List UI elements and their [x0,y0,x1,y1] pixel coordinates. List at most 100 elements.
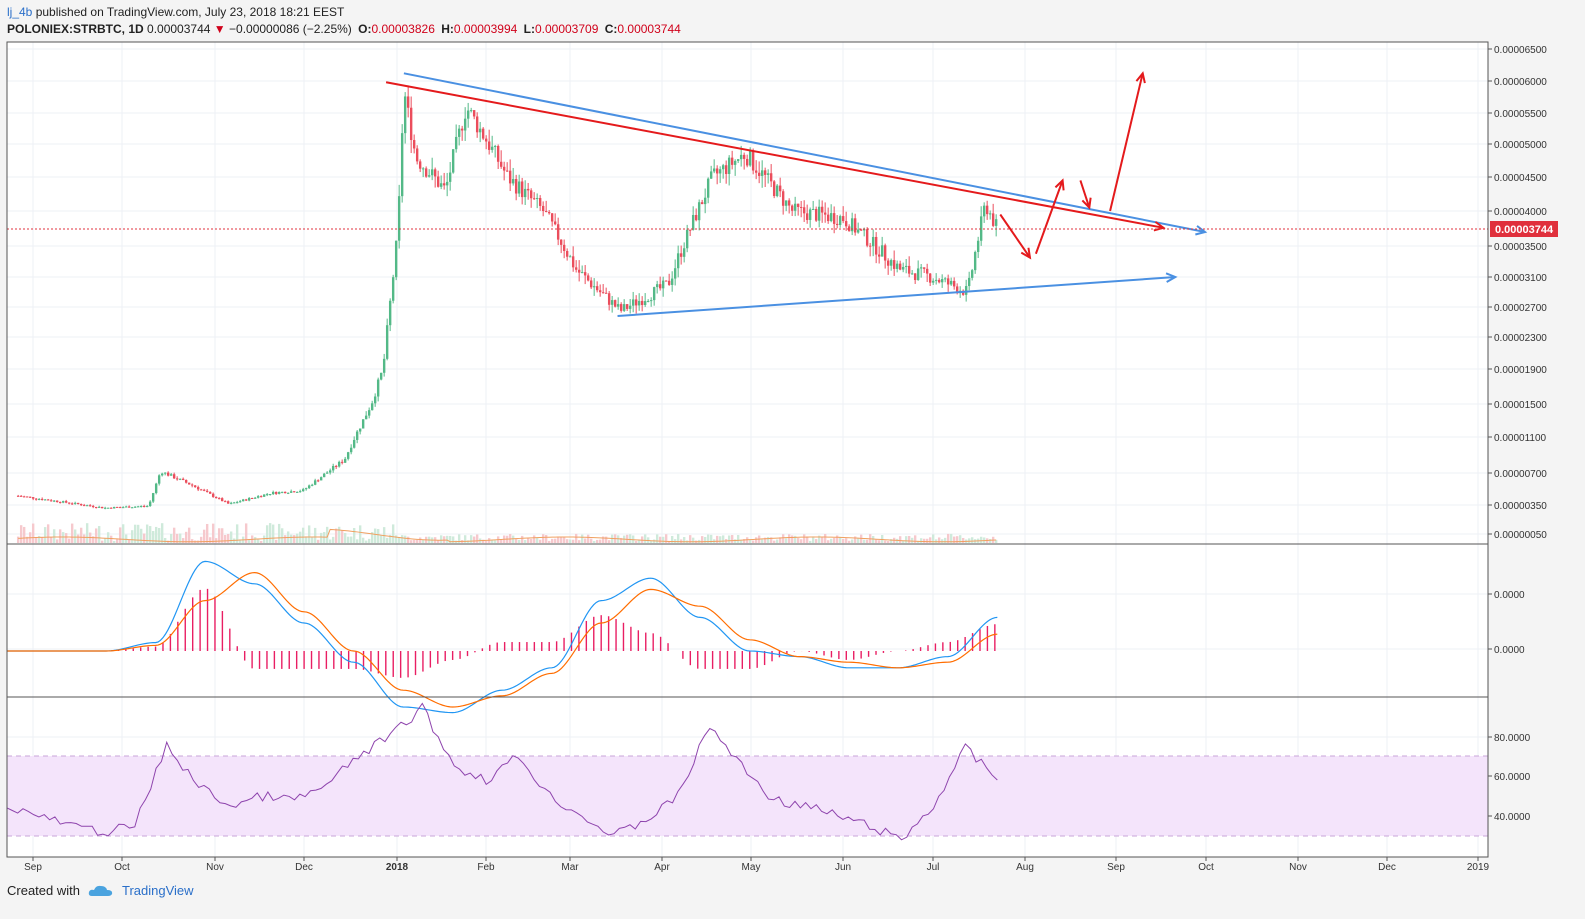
volume-bar [127,539,131,543]
candle-body [427,175,431,177]
tradingview-brand-link[interactable]: TradingView [121,883,194,898]
candle-body [868,245,872,247]
candle-body [370,403,374,411]
volume-bar [673,539,677,543]
candle-body [505,170,509,172]
volume-bar [337,526,341,543]
published-text: published on TradingView.com, July 23, 2… [35,5,345,19]
candle-body [616,304,620,307]
price-tick-label: 0.00000350 [1494,501,1547,512]
candle-body [733,160,737,165]
price-axis[interactable]: 0.00006500 0.00006000 0.00005500 0.00005000… [1488,45,1547,823]
volume-bar [118,527,122,543]
candle-body [559,239,563,245]
candle-body [574,267,578,270]
candle-body [97,506,101,508]
descending-resistance-line-head [1195,225,1208,236]
candle-body [508,170,512,184]
candle-body [577,269,581,273]
candle-body [208,491,212,494]
candle-body [292,491,296,493]
candle-body [211,493,215,497]
volume-bar [64,533,68,543]
volume-bar [781,534,785,543]
price-tick-label: 0.00003100 [1494,273,1547,284]
candle-body [199,489,203,491]
volume-bar [67,538,71,543]
time-axis[interactable]: Sep Oct Nov Dec 2018 Feb Mar Apr May Jun Jul Aug Sep… [24,857,1490,873]
volume-bar [364,540,368,543]
candle-body [424,168,428,177]
candle-body [964,286,968,295]
candle-body [16,495,20,497]
author-link[interactable]: lj_4b [7,5,33,19]
candle-body [898,263,902,270]
volume-bar [538,539,542,543]
red-resistance-line [385,81,1164,229]
candle-body [325,472,329,474]
candle-body [685,229,689,249]
candle-body [115,506,119,508]
volume-bar [592,540,596,543]
volume-bar [19,525,23,543]
volume-bar [439,535,443,543]
candle-body [277,492,281,494]
candle-body [472,110,476,117]
candle-body [763,170,767,175]
volume-bar [109,535,113,543]
candle-body [283,491,287,494]
candle-body [952,280,956,287]
time-tick-label: Oct [114,862,130,873]
candle-body [412,140,416,149]
symbol-label[interactable]: POLONIEX:STRBTC, 1D [7,22,144,36]
time-tick-label: Feb [477,862,495,873]
candle-body [679,253,683,257]
candle-body [307,485,311,489]
candle-body [889,260,893,266]
candle-body [994,219,998,226]
volume-bar [463,535,467,543]
candle-body [76,502,80,505]
candle-body [907,265,911,274]
volume-bar [310,536,314,543]
candle-body [334,465,338,467]
candle-body [622,304,626,311]
candle-body [802,207,806,214]
volume-bar [523,540,527,543]
open-label: O: [358,22,372,36]
volume-bar [826,540,830,543]
volume-bar [811,536,815,543]
candle-body [172,474,176,479]
candle-body [775,185,779,197]
candle-body [214,496,218,499]
volume-bar [808,540,812,543]
projection-arrow-up [1034,180,1064,255]
volume-bar [760,539,764,543]
candle-body [94,507,98,509]
candle-body [430,169,434,176]
volume-bar [124,534,128,543]
volume-bar [391,524,395,543]
volume-bar [226,533,230,543]
volume-bar [961,537,965,543]
volume-bar [835,535,839,543]
candle-body [925,268,929,274]
descending-resistance-line [403,72,1206,233]
volume-bar [22,526,26,543]
volume-bar [655,534,659,543]
candle-body [436,176,440,187]
projection-arrow-pullback-head [1081,197,1092,210]
candle-body [988,213,992,215]
candle-body [79,504,83,506]
volume-bar [490,539,494,543]
candle-body [649,300,653,302]
projection-arrow-up-head [1054,178,1065,191]
symbol-ohlc-bar: POLONIEX:STRBTC, 1D 0.00003744 ▼ −0.0000… [7,22,681,36]
candle-body [232,502,236,504]
volume-bar [388,534,392,543]
candle-body [601,292,605,294]
volume-bar [703,536,707,543]
candle-body [70,503,74,505]
volume-bar [691,537,695,543]
